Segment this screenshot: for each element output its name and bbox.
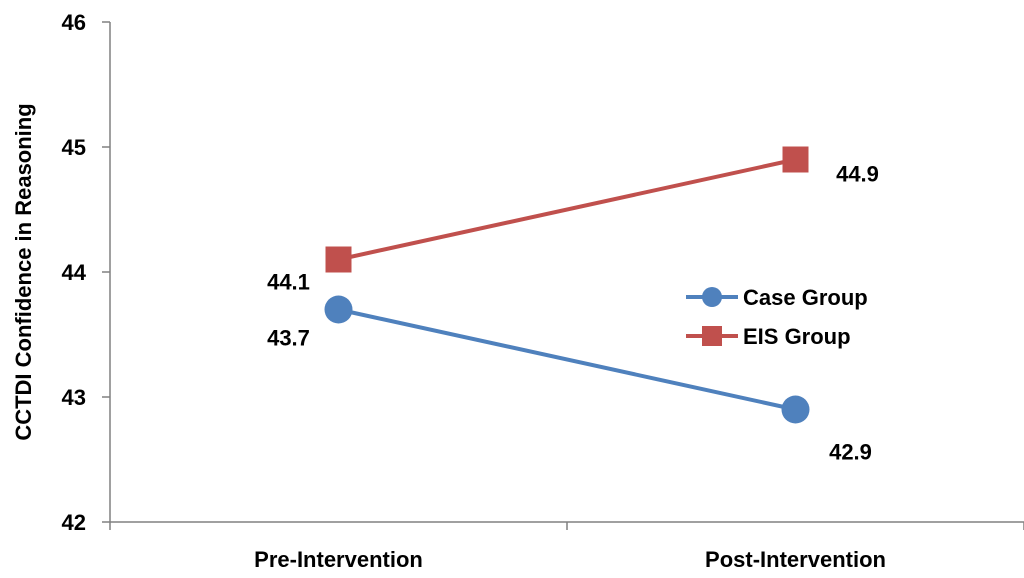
legend: Case Group EIS Group — [686, 285, 868, 349]
y-axis-label: CCTDI Confidence in Reasoning — [11, 103, 36, 440]
data-point — [782, 146, 809, 173]
y-tick-labels: 42 43 44 45 46 — [62, 10, 87, 535]
data-point — [325, 246, 352, 273]
x-tick-labels: Pre-Intervention Post-Intervention — [254, 547, 886, 572]
y-tick-label: 42 — [62, 510, 86, 535]
legend-marker — [702, 326, 722, 346]
legend-label: Case Group — [743, 285, 868, 310]
data-point — [324, 295, 353, 324]
data-label: 44.1 — [267, 270, 310, 295]
legend-label: EIS Group — [743, 324, 851, 349]
series-line — [338, 307, 796, 412]
y-tick-label: 44 — [62, 260, 87, 285]
data-point — [781, 395, 810, 424]
data-label: 44.9 — [836, 162, 879, 187]
data-label: 43.7 — [267, 326, 310, 351]
series-group — [324, 146, 810, 424]
data-labels: 43.7 42.9 44.1 44.9 — [267, 162, 879, 465]
y-tick-label: 45 — [62, 135, 86, 160]
legend-marker — [702, 287, 722, 307]
axes — [102, 21, 1024, 530]
x-tick-label: Post-Intervention — [705, 547, 886, 572]
series-line — [338, 157, 796, 262]
data-label: 42.9 — [829, 440, 872, 465]
y-tick-label: 46 — [62, 10, 86, 35]
y-tick-label: 43 — [62, 385, 86, 410]
x-tick-label: Pre-Intervention — [254, 547, 423, 572]
